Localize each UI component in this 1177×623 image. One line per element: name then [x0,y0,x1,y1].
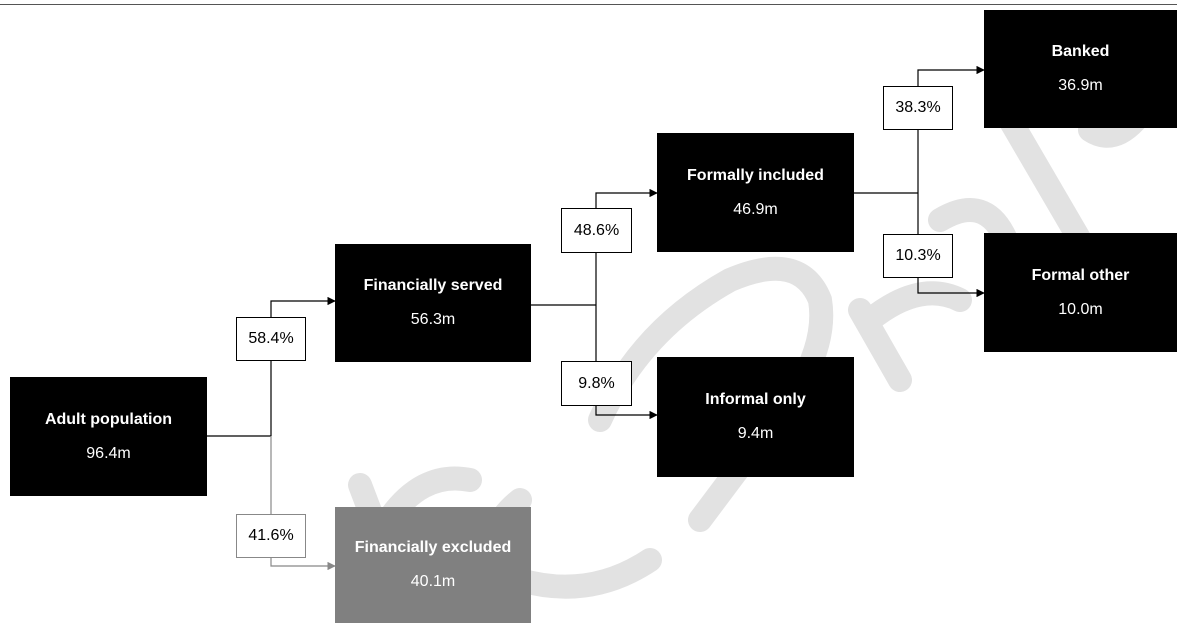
node-value: 10.0m [1058,300,1103,318]
connector-adult-served [270,296,336,436]
node-title: Banked [1051,43,1110,60]
node-financially-served: Financially served 56.3m [335,244,531,362]
node-value: 9.4m [737,425,774,442]
node-title: Formal other [1031,266,1130,284]
node-informal-only: Informal only 9.4m [657,357,854,477]
node-value: 56.3m [410,311,456,328]
node-formal-other: Formal other 10.0m [984,233,1177,352]
connector-formal-other [917,193,985,298]
pct-informal: 9.8% [561,361,632,406]
node-title: Adult population [44,410,173,428]
node-value: 96.4m [86,444,131,462]
node-formally-included: Formally included 46.9m [657,133,854,252]
pct-formal: 48.6% [561,208,632,253]
node-value: 46.9m [733,200,778,218]
node-title: Financially excluded [354,539,512,556]
node-title: Informal only [705,391,806,408]
node-value: 40.1m [410,573,456,590]
node-title: Financially served [363,277,503,294]
node-financially-excluded: Financially excluded 40.1m [335,507,531,623]
connector-formal-banked [917,65,985,193]
connector-served-formal [595,188,658,305]
pct-banked: 38.3% [883,86,953,130]
pct-excluded: 41.6% [236,514,306,558]
node-title: Formally included [687,166,824,184]
pct-formal-other: 10.3% [883,234,953,278]
node-value: 36.9m [1058,77,1103,94]
top-rule [0,4,1177,5]
connector-adult-excluded [270,436,336,571]
pct-served: 58.4% [236,317,306,361]
connector-served-informal [595,305,658,420]
node-adult-population: Adult population 96.4m [10,377,207,496]
node-banked: Banked 36.9m [984,10,1177,128]
